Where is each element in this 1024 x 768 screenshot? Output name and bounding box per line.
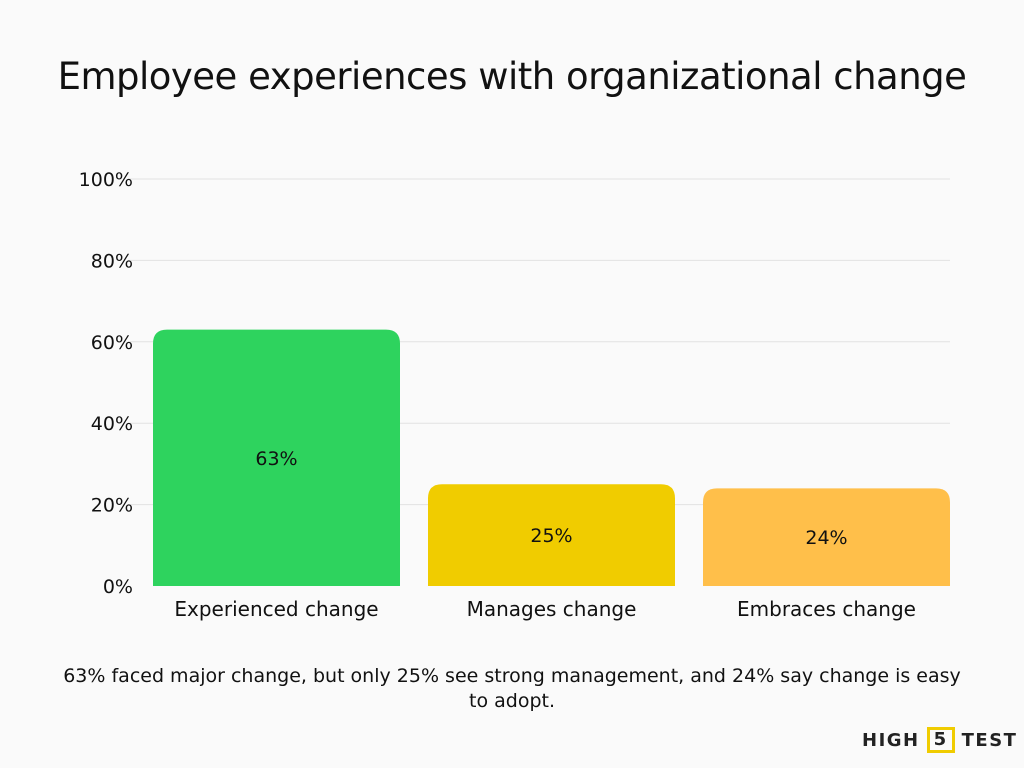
logo-five: 5 — [926, 727, 955, 753]
logo-text-right: TEST — [961, 729, 1018, 751]
bar — [428, 484, 675, 586]
y-tick-label: 60% — [91, 332, 133, 354]
data-label: 25% — [530, 525, 572, 547]
y-tick-label: 0% — [103, 576, 133, 598]
bar — [703, 488, 950, 586]
data-label: 24% — [805, 527, 847, 549]
chart-caption: 63% faced major change, but only 25% see… — [63, 665, 961, 712]
logo-text-left: HIGH — [862, 729, 920, 751]
data-label: 63% — [255, 448, 297, 470]
y-tick-label: 40% — [91, 413, 133, 435]
high5test-logo: HIGH 5 TEST — [862, 727, 1017, 753]
x-tick-label: Manages change — [467, 597, 637, 621]
x-tick-label: Experienced change — [174, 597, 378, 621]
bar — [153, 329, 400, 586]
y-tick-label: 100% — [79, 169, 133, 191]
y-tick-label: 20% — [91, 495, 133, 517]
x-tick-label: Embraces change — [737, 597, 916, 621]
y-tick-label: 80% — [91, 250, 133, 272]
chart-title: Employee experiences with organizational… — [57, 55, 967, 98]
bar-chart: 0% 20% 40% 60% 80% 100% 63% Experienced change 2… — [79, 169, 950, 621]
